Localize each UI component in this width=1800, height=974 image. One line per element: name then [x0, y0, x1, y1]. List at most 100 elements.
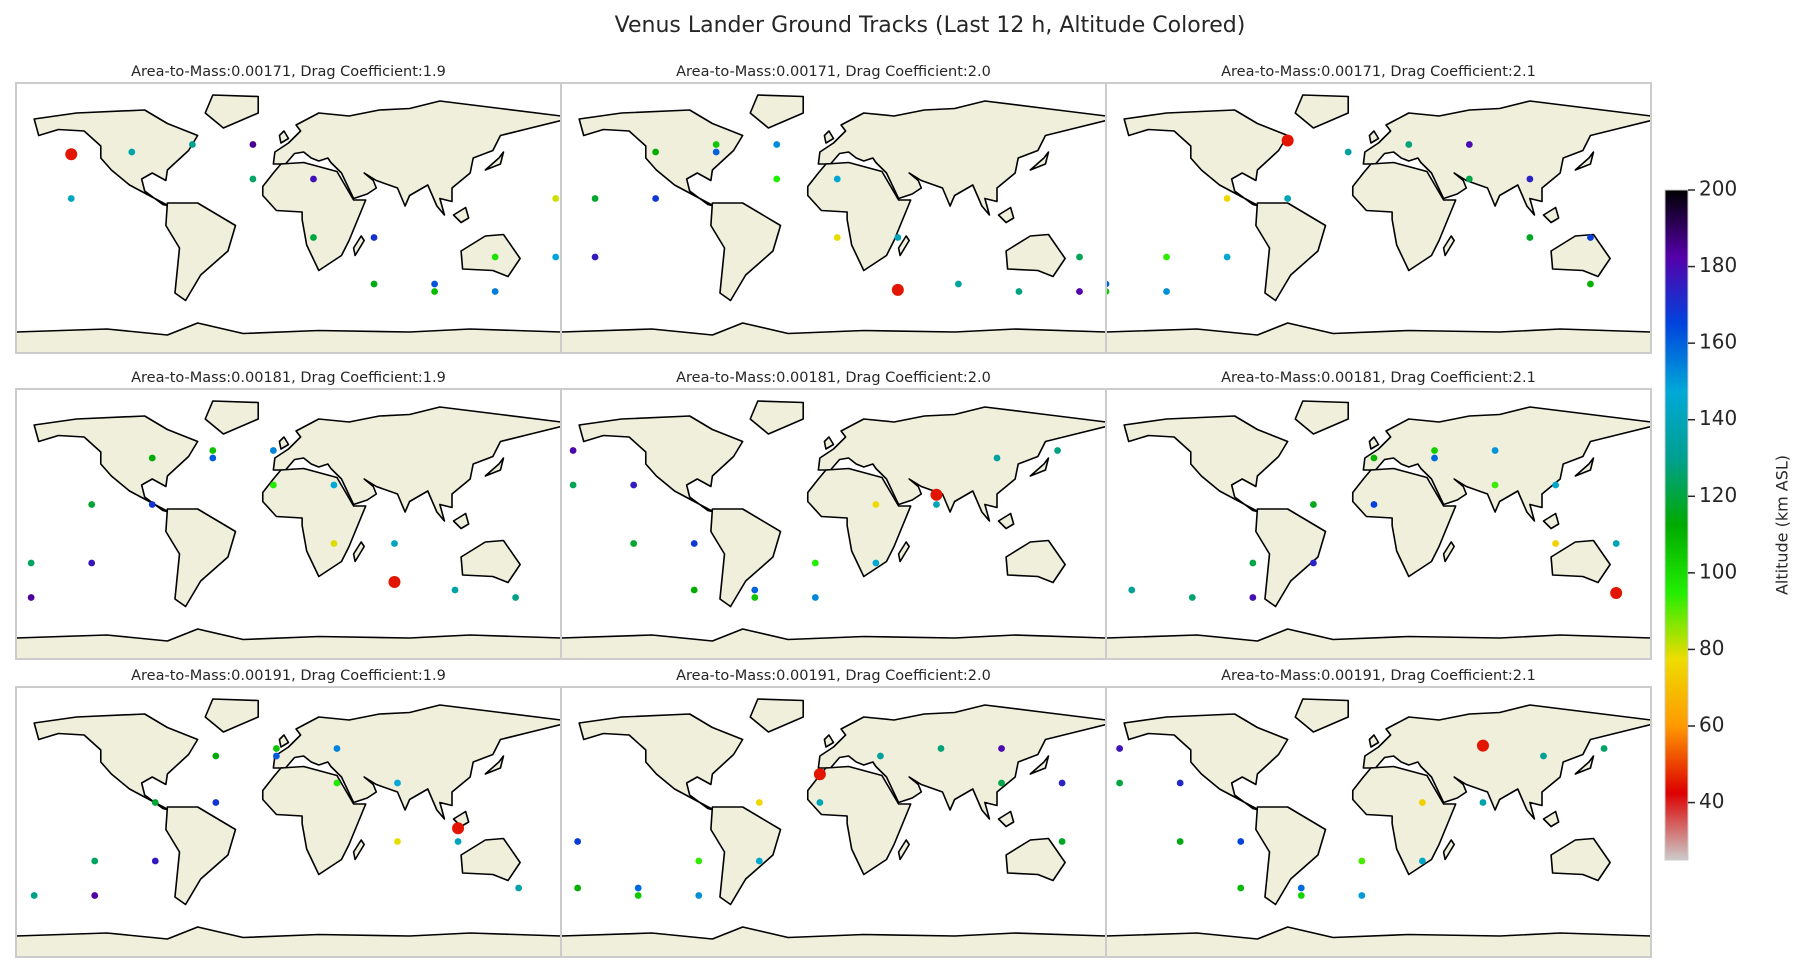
map-panel: Area-to-Mass:0.00171, Drag Coefficient:2… [1105, 64, 1652, 354]
track-point [30, 892, 38, 899]
track-point [937, 745, 945, 752]
map-panel: Area-to-Mass:0.00181, Drag Coefficient:2… [1105, 370, 1652, 660]
track-point [1419, 857, 1426, 865]
track-point [811, 594, 819, 601]
ground-track [1106, 134, 1594, 295]
track-point [27, 594, 35, 601]
track-point [310, 234, 317, 241]
track-point [370, 234, 378, 241]
track-point [591, 195, 599, 202]
track-point [249, 141, 257, 148]
track-point [695, 892, 703, 899]
track-point [148, 501, 156, 508]
track-point [370, 280, 378, 288]
track-point [272, 752, 280, 760]
track-point [1297, 884, 1305, 892]
track-point [512, 594, 519, 601]
track-point [151, 799, 159, 806]
track-point [1076, 253, 1083, 261]
track-point [269, 481, 277, 489]
track-point [552, 253, 560, 261]
track-point [1249, 594, 1257, 601]
map-panel: Area-to-Mass:0.00181, Drag Coefficient:2… [560, 370, 1107, 660]
final-position [1281, 134, 1294, 147]
track-point [933, 501, 940, 508]
track-point [515, 884, 523, 892]
track-point [91, 857, 99, 865]
track-point [993, 454, 1001, 462]
track-point [67, 195, 75, 202]
track-point [151, 857, 159, 865]
track-point [451, 586, 459, 594]
track-point [954, 280, 962, 288]
track-point [1612, 540, 1620, 547]
track-point [249, 175, 257, 183]
track-point [998, 745, 1005, 752]
track-point [269, 447, 277, 454]
track-point [751, 586, 759, 594]
track-point [1491, 447, 1499, 454]
track-point [773, 175, 781, 183]
final-position [452, 822, 465, 835]
final-position [388, 576, 401, 589]
track-point [1058, 838, 1066, 845]
track-point [128, 148, 136, 156]
track-point [1465, 141, 1473, 148]
track-point [690, 540, 698, 547]
panel-border [1105, 686, 1652, 958]
map-panel: Area-to-Mass:0.00191, Drag Coefficient:2… [1105, 668, 1652, 958]
map-panel: Area-to-Mass:0.00181, Drag Coefficient:1… [15, 370, 562, 660]
ground-track [569, 447, 1061, 601]
track-point [755, 857, 763, 865]
colorbar-tick-label: 200 [1699, 177, 1737, 201]
track-point [209, 454, 217, 462]
track-point [1479, 799, 1487, 806]
track-point [695, 857, 703, 865]
ground-track [30, 745, 523, 899]
track-point [188, 141, 196, 148]
track-point [634, 892, 642, 899]
track-point [630, 540, 638, 547]
colorbar-tick-label: 40 [1699, 789, 1724, 813]
track-point [574, 884, 582, 892]
track-point [148, 454, 156, 462]
track-point [1223, 253, 1231, 261]
track-point [1054, 447, 1061, 454]
track-point [872, 559, 880, 567]
track-point [998, 779, 1005, 787]
colorbar-tick-label: 80 [1699, 636, 1724, 660]
track-point [88, 501, 96, 508]
ground-track [27, 447, 519, 601]
ground-track [65, 141, 560, 295]
panel-title: Area-to-Mass:0.00171, Drag Coefficient:2… [676, 64, 991, 80]
panel-title: Area-to-Mass:0.00191, Drag Coefficient:1… [131, 668, 446, 684]
chart-title: Venus Lander Ground Tracks (Last 12 h, A… [615, 13, 1246, 38]
track-point [755, 799, 763, 806]
track-point [27, 559, 35, 567]
track-point [712, 141, 720, 148]
track-point [394, 838, 401, 845]
colorbar-tick-label: 100 [1699, 559, 1737, 583]
track-point [330, 481, 338, 489]
track-point [1237, 884, 1245, 892]
track-point [574, 838, 582, 845]
panel-title: Area-to-Mass:0.00191, Drag Coefficient:2… [1221, 668, 1536, 684]
panel-border [1105, 82, 1652, 354]
track-point [894, 234, 902, 241]
track-point [630, 481, 638, 489]
panel-title: Area-to-Mass:0.00171, Drag Coefficient:1… [131, 64, 446, 80]
track-point [88, 559, 96, 567]
colorbar-label: Altitude (km ASL) [1773, 455, 1792, 595]
track-point [1552, 540, 1560, 547]
final-position [1476, 739, 1489, 752]
map-panel: Area-to-Mass:0.00171, Drag Coefficient:1… [15, 64, 562, 354]
panel-border [1105, 388, 1652, 660]
track-point [212, 752, 220, 760]
panel-title: Area-to-Mass:0.00171, Drag Coefficient:2… [1221, 64, 1536, 80]
track-point [652, 195, 660, 202]
track-point [491, 288, 499, 295]
ground-track [574, 745, 1066, 899]
track-point [872, 501, 880, 508]
